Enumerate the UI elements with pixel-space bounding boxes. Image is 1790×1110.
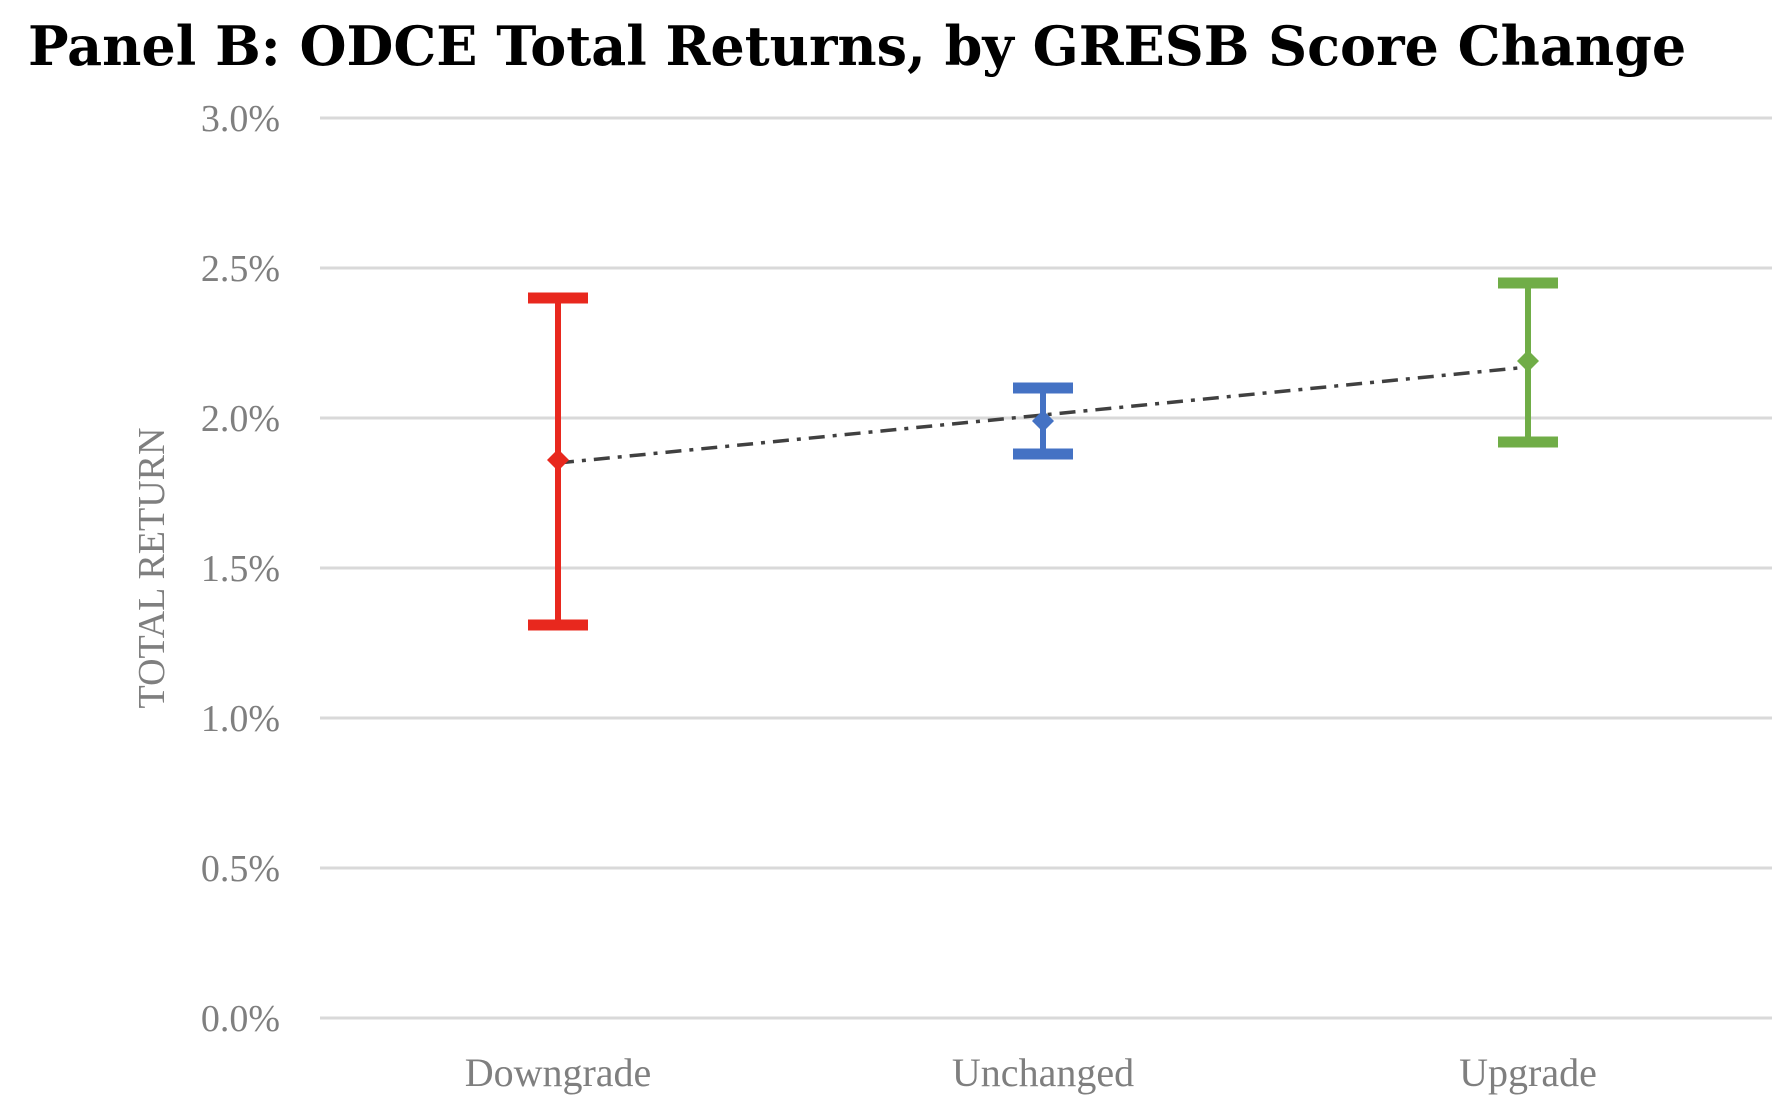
y-tick-label: 1.5% [201,548,280,590]
y-axis-ticks: 0.0% 0.5% 1.0% 1.5% 2.0% 2.5% 3.0% [201,98,280,1040]
x-category-label: Unchanged [952,1050,1134,1095]
error-bars [528,277,1558,631]
mean-marker-unchanged [1032,410,1054,432]
y-tick-label: 1.0% [201,698,280,740]
y-tick-label: 3.0% [201,98,280,140]
y-tick-label: 2.0% [201,398,280,440]
x-category-label: Downgrade [465,1050,652,1095]
mean-marker-upgrade [1517,350,1539,372]
y-tick-label: 0.0% [201,998,280,1040]
y-tick-label: 2.5% [201,248,280,290]
y-tick-label: 0.5% [201,848,280,890]
mean-marker-downgrade [547,449,569,471]
mean-markers [547,350,1539,471]
y-axis-label: TOTAL RETURN [131,428,173,709]
chart-title: Panel B: ODCE Total Returns, by GRESB Sc… [28,14,1687,78]
x-category-label: Upgrade [1459,1050,1597,1095]
x-axis-categories: Downgrade Unchanged Upgrade [465,1050,1597,1095]
gridlines [320,116,1772,1020]
